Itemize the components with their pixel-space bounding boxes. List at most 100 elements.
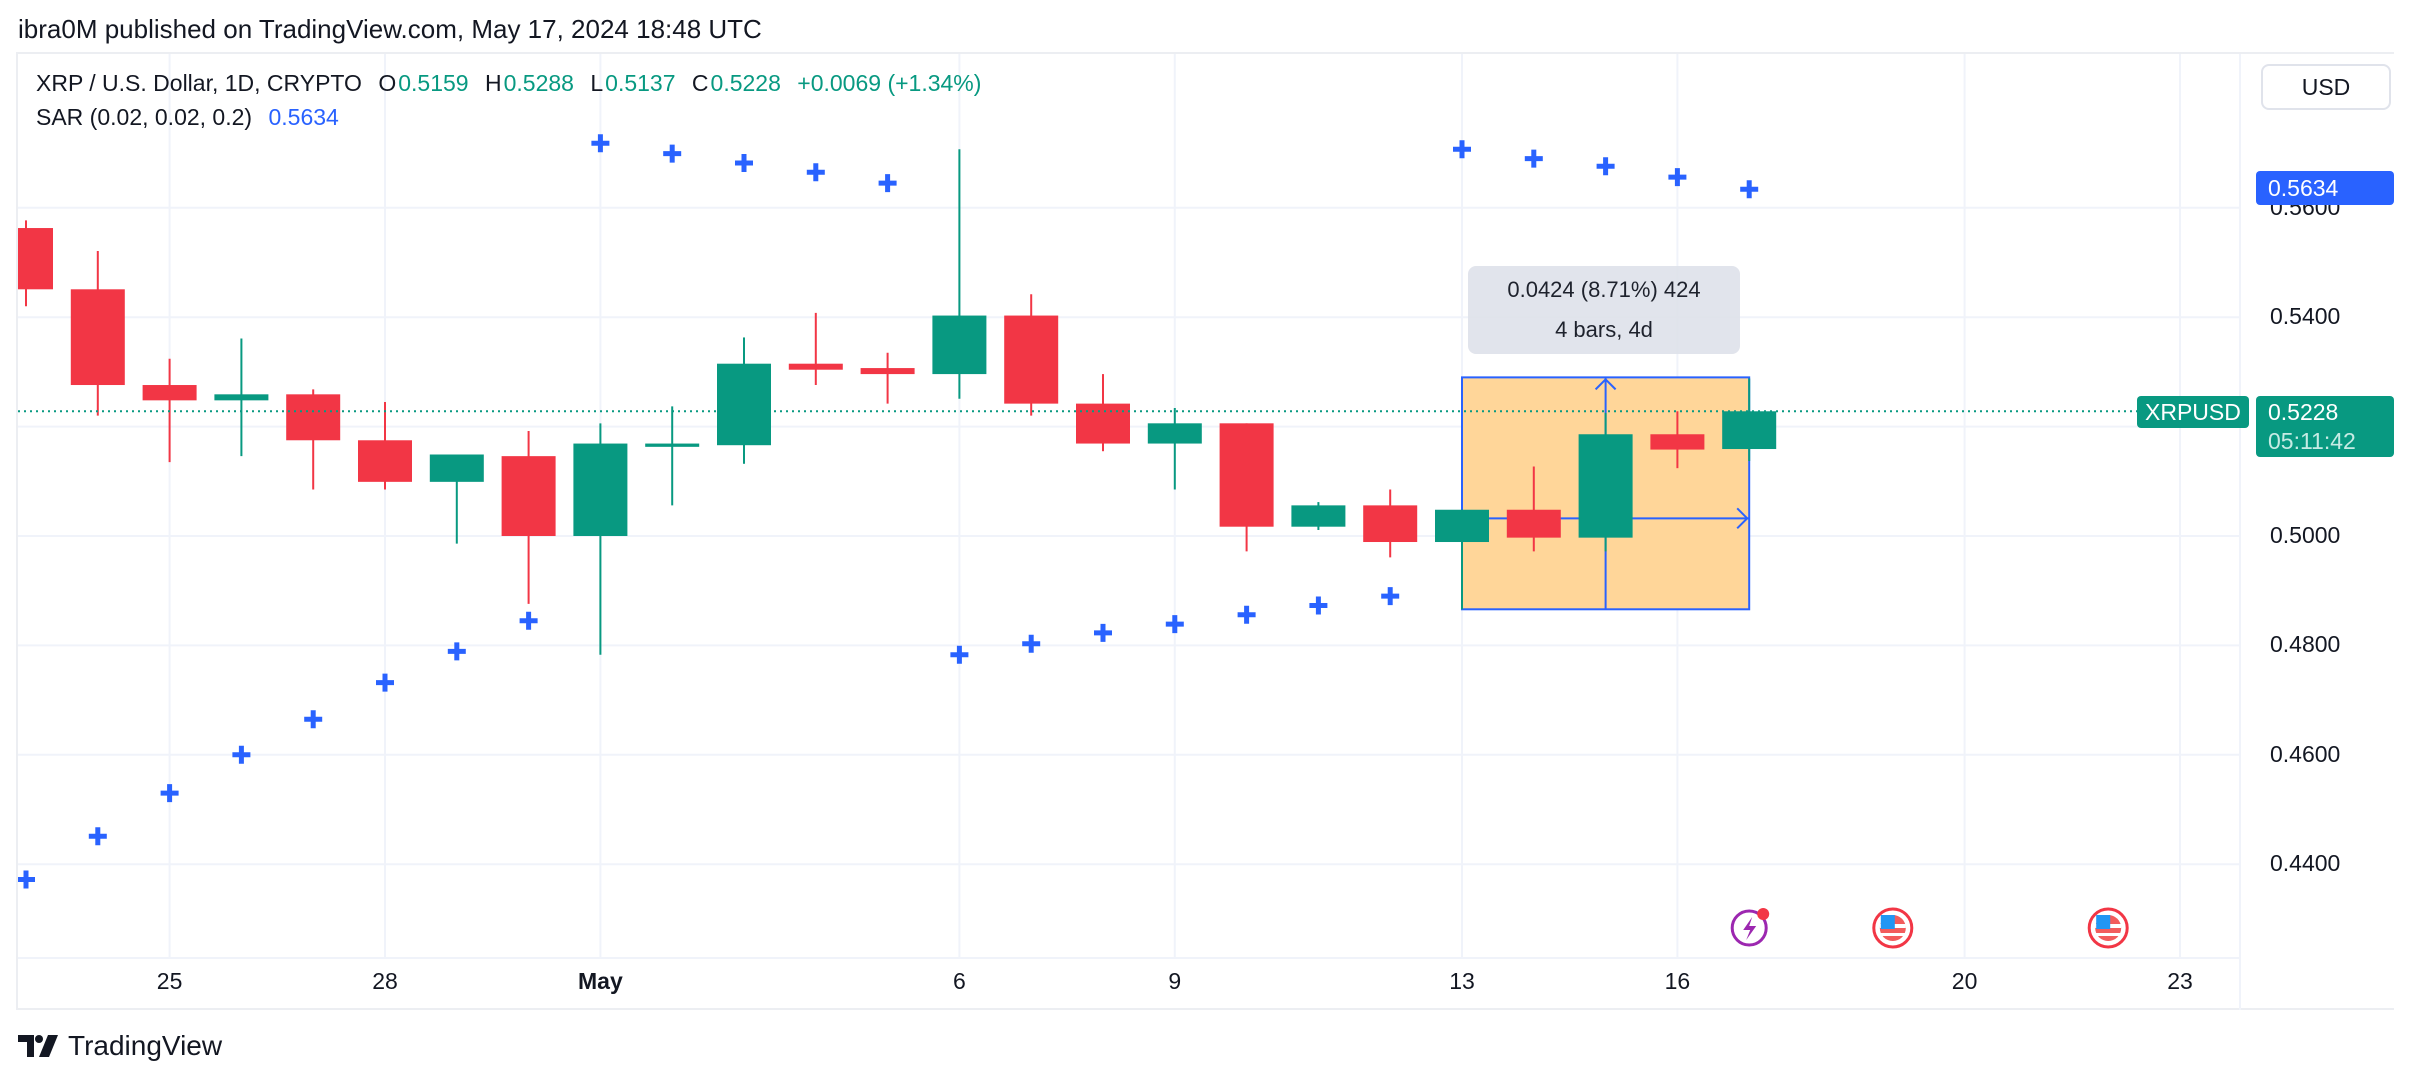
candle [788, 312, 843, 386]
currency-button[interactable]: USD [2261, 64, 2391, 110]
time-tick-label: 13 [1449, 968, 1475, 994]
tradingview-logo-icon [18, 1035, 58, 1057]
candle [358, 401, 412, 490]
grid [18, 54, 2240, 958]
measure-change: 0.0424 (8.71%) 424 [1507, 277, 1701, 302]
last-price-tag: 0.5228 05:11:42 [2256, 396, 2394, 457]
sar-series [18, 134, 1759, 889]
candle [932, 149, 987, 399]
candle-body [1722, 411, 1777, 450]
candle [1506, 466, 1561, 552]
sar-price-tag: 0.5634 [2256, 171, 2394, 205]
sar-point [447, 642, 466, 661]
candle [1363, 489, 1418, 558]
sar-point [160, 784, 179, 803]
time-tick-label: 6 [952, 968, 966, 994]
flag-canton [1880, 915, 1895, 929]
arrow-right-icon [1736, 507, 1749, 530]
events [1730, 907, 2129, 949]
flag-canton [2096, 915, 2111, 929]
candle [18, 220, 53, 307]
candle [573, 423, 628, 655]
sar-point [1740, 180, 1759, 199]
flag-white-stripe [1879, 933, 1906, 936]
candle-body [1291, 505, 1346, 527]
candle-body [860, 368, 915, 375]
candle [860, 352, 915, 404]
candle [70, 251, 125, 416]
price-tick-label: 0.5000 [2270, 522, 2341, 548]
candle-body [573, 443, 628, 536]
low-label: L [590, 70, 604, 96]
time-tick-label: 16 [1664, 968, 1691, 994]
candle [1219, 423, 1274, 552]
close-label: C [691, 70, 709, 96]
bar-countdown: 05:11:42 [2268, 428, 2356, 454]
sar-point [1022, 634, 1041, 653]
sar-point [18, 870, 35, 889]
candle [1004, 294, 1059, 416]
tradingview-logo[interactable]: TradingView [18, 1030, 222, 1062]
measure-tooltip: 0.0424 (8.71%) 424 4 bars, 4d [1468, 266, 1740, 354]
candle-body [1578, 434, 1633, 538]
change-value: +0.0069 (+1.34%) [797, 70, 982, 96]
candle [429, 454, 484, 544]
candle [1722, 378, 1777, 462]
candle-body [645, 443, 700, 447]
candle [501, 430, 556, 604]
candle-body [1219, 423, 1274, 527]
low-value: 0.5137 [605, 70, 676, 96]
time-tick-label: 20 [1951, 968, 1978, 994]
sar-point [663, 144, 682, 163]
sar-point [1309, 596, 1328, 615]
indicator-legend: SAR (0.02, 0.02, 0.2) 0.5634 [36, 104, 341, 131]
candle-body [1435, 509, 1489, 543]
sar-point [88, 827, 107, 846]
candle-body [717, 363, 771, 446]
candle-body [214, 394, 269, 401]
price-tick-label: 0.4800 [2270, 631, 2341, 658]
sar-point [1524, 149, 1543, 168]
candle-body [1650, 434, 1705, 450]
sar-point [591, 134, 610, 153]
candle-body [501, 456, 556, 536]
candle [1650, 411, 1705, 469]
candle [645, 406, 700, 506]
symbol-tag: XRPUSD [2137, 396, 2249, 428]
sar-point [1237, 605, 1256, 624]
lightning-bolt [1743, 917, 1757, 940]
sar-point [806, 163, 825, 182]
candle-body [1506, 509, 1561, 538]
time-tick-label: May [578, 968, 623, 994]
sar-point [1094, 623, 1112, 642]
candle [214, 338, 269, 457]
symbol-title: XRP / U.S. Dollar, 1D, CRYPTO [36, 70, 362, 96]
candle [1291, 502, 1346, 530]
logo-text: TradingView [68, 1030, 223, 1061]
candle [1076, 374, 1130, 452]
sar-point [304, 710, 323, 729]
candle-body [1363, 505, 1418, 543]
sar-point [519, 611, 538, 630]
indicator-value: 0.5634 [268, 104, 339, 130]
flag-white-stripe [2095, 933, 2122, 936]
candle [717, 337, 771, 464]
open-label: O [378, 70, 397, 96]
time-tick-label: 9 [1168, 968, 1182, 994]
measure-duration: 4 bars, 4d [1555, 317, 1653, 342]
sar-point [878, 174, 897, 193]
last-price: 0.5228 [2268, 399, 2339, 425]
candle-body [932, 315, 987, 375]
candle-body [286, 394, 341, 441]
open-value: 0.5159 [398, 70, 469, 96]
candle-body [18, 228, 53, 290]
arrow-up-icon [1594, 377, 1617, 391]
sar-point [950, 645, 969, 664]
candle [1578, 412, 1633, 552]
candle-body [788, 363, 843, 370]
candle [1435, 509, 1489, 610]
candle-body [70, 289, 125, 386]
time-tick-label: 23 [2167, 968, 2193, 994]
high-value: 0.5288 [503, 70, 574, 96]
